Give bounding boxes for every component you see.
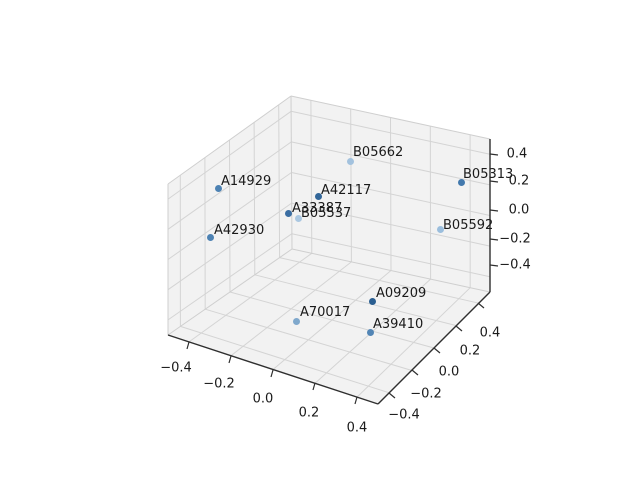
z-tick-mark	[489, 264, 499, 267]
x-tick-label: 0.0	[252, 391, 274, 407]
pane-edge	[290, 95, 491, 140]
x-tick-mark	[312, 382, 316, 391]
scatter-point-b05537	[294, 214, 302, 222]
x-tick-label: 0.4	[346, 420, 368, 436]
y-tick-mark	[388, 392, 396, 399]
point-label-a33387: A33387	[292, 201, 343, 216]
z-tick-mark	[489, 153, 499, 156]
gridline-left-vert	[253, 122, 256, 275]
pane-edge	[291, 248, 491, 293]
gridline-floor-y	[229, 291, 435, 349]
point-label-b05662: B05662	[353, 145, 404, 160]
point-label-b05537: B05537	[301, 206, 352, 221]
scatter-point-a70017	[292, 317, 300, 325]
y-tick-mark	[455, 325, 463, 332]
gridline-right-horiz	[291, 141, 491, 186]
point-label-a09209: A09209	[376, 286, 427, 301]
gridline-left-horiz	[167, 110, 292, 200]
point-label-a70017: A70017	[300, 305, 351, 320]
y-tick-label: 0.4	[479, 325, 501, 341]
scatter-point-a09209	[368, 297, 376, 305]
point-label-a42930: A42930	[214, 223, 265, 238]
gridline-floor-y	[279, 257, 479, 304]
point-label-a14929: A14929	[221, 174, 272, 189]
scatter-point-a42930	[206, 233, 214, 241]
scatter-point-a14929	[214, 184, 222, 192]
z-tick-mark	[489, 238, 499, 241]
x-tick-label: −0.4	[160, 360, 192, 376]
gridline-left-horiz	[167, 172, 292, 260]
y-tick-mark	[433, 347, 441, 354]
z-tick-label: 0.0	[508, 202, 530, 218]
point-label-b05313: B05313	[463, 167, 514, 182]
scatter-point-a42117	[314, 192, 322, 200]
y-tick-mark	[411, 369, 419, 376]
pane-edge	[290, 95, 293, 250]
z-tick-label: 0.4	[506, 146, 528, 162]
gridline-left-vert	[278, 104, 281, 258]
z-tick-label: −0.2	[499, 231, 531, 247]
scatter-point-b05313	[457, 178, 465, 186]
x-axis-spine	[167, 334, 379, 405]
gridline-floor-x	[356, 287, 471, 398]
z-tick-label: 0.2	[508, 173, 530, 189]
x-tick-label: −0.2	[203, 376, 235, 392]
gridline-left-horiz	[167, 141, 292, 230]
scatter-point-b05592	[436, 225, 444, 233]
z-tick-label: −0.4	[499, 257, 531, 273]
y-tick-label: −0.4	[388, 407, 420, 423]
gridline-right-horiz	[291, 172, 491, 216]
x-tick-mark	[270, 369, 274, 378]
scatter-point-a39410	[366, 328, 374, 336]
point-label-a39410: A39410	[373, 317, 424, 332]
scatter-point-b05662	[346, 157, 354, 165]
z-tick-mark	[489, 180, 499, 183]
z-tick-mark	[489, 209, 499, 212]
point-label-a42117: A42117	[321, 183, 372, 198]
gridline-right-horiz	[290, 110, 491, 155]
x-tick-mark	[354, 396, 358, 405]
point-label-b05592: B05592	[443, 218, 494, 233]
y-tick-mark	[477, 302, 485, 309]
gridline-floor-y	[254, 274, 457, 327]
pane-edge	[167, 95, 292, 185]
x-tick-label: 0.2	[298, 405, 320, 421]
y-tick-label: 0.0	[438, 364, 460, 380]
y-tick-label: 0.2	[459, 343, 481, 359]
x-tick-mark	[228, 355, 232, 364]
pane-edge	[167, 248, 293, 336]
x-tick-mark	[186, 341, 190, 350]
scatter-point-a33387	[284, 209, 292, 217]
y-tick-label: −0.2	[410, 386, 442, 402]
